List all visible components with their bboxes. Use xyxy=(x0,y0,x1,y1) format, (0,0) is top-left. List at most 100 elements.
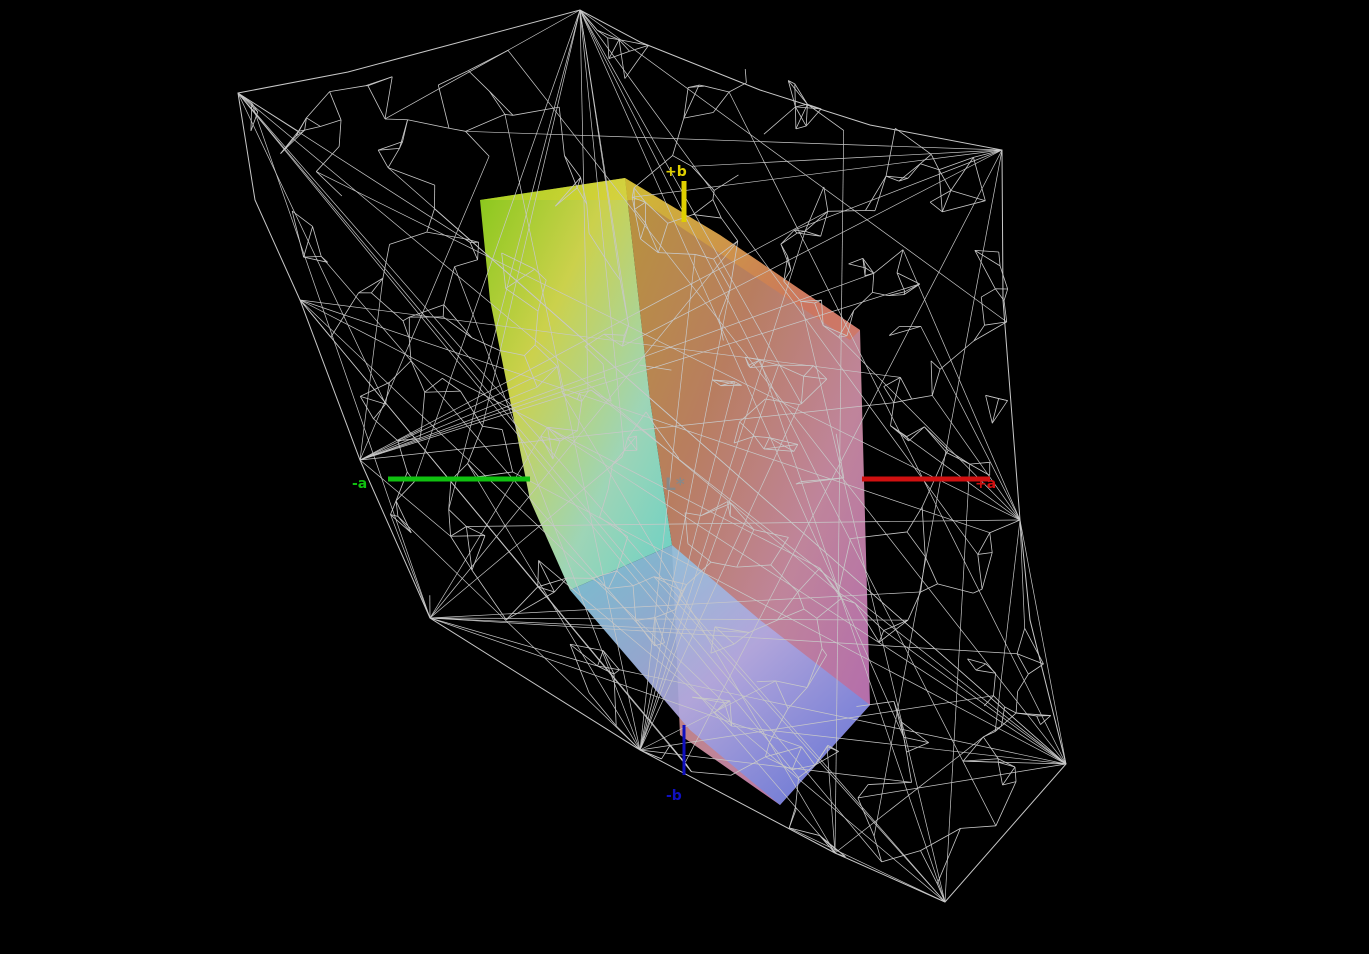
mesh-edge xyxy=(729,503,732,517)
mesh-edge xyxy=(765,398,800,405)
mesh-edge xyxy=(984,321,1007,326)
mesh-edge xyxy=(512,471,1067,765)
mesh-edge xyxy=(734,381,742,386)
mesh-edge xyxy=(359,376,605,461)
mesh-edge xyxy=(564,155,581,178)
mesh-edge xyxy=(895,128,932,155)
mesh-edge xyxy=(834,130,845,854)
mesh-edge xyxy=(974,250,996,290)
mesh-edge xyxy=(306,117,321,127)
mesh-edge xyxy=(973,149,1003,158)
mesh-edge xyxy=(854,603,880,643)
mesh-edge xyxy=(465,526,473,571)
mesh-edge xyxy=(603,333,625,336)
mesh-edge xyxy=(962,736,984,762)
mesh-edge xyxy=(944,464,971,903)
mesh-edge xyxy=(408,338,412,361)
mesh-edge xyxy=(759,359,946,903)
mesh-edge xyxy=(713,174,739,191)
mesh-edge xyxy=(765,746,802,758)
mesh-edge xyxy=(724,700,731,704)
mesh-edge xyxy=(753,529,789,538)
label-minus-b: -b xyxy=(666,788,682,804)
mesh-edge xyxy=(1003,300,1008,322)
mesh-edge xyxy=(615,725,641,751)
mesh-edge xyxy=(588,233,613,270)
mesh-edge xyxy=(684,512,689,544)
mesh-edge xyxy=(692,696,725,704)
mesh-edge xyxy=(623,435,637,451)
mesh-edge xyxy=(359,272,874,461)
mesh-edge xyxy=(558,107,565,156)
mesh-edge xyxy=(780,232,798,245)
mesh-edge xyxy=(1019,519,1026,629)
mesh-edge xyxy=(645,201,669,224)
mesh-edge xyxy=(994,519,1021,732)
mesh-edge xyxy=(1028,663,1044,675)
mesh-edge xyxy=(874,176,887,211)
mesh-edge xyxy=(555,187,578,207)
mesh-edge xyxy=(547,426,578,432)
mesh-edge xyxy=(936,828,961,884)
solid-top-face xyxy=(480,178,860,340)
mesh-edge xyxy=(552,440,561,460)
mesh-edge xyxy=(303,255,322,258)
mesh-edge xyxy=(898,163,921,182)
mesh-edge xyxy=(938,169,952,191)
mesh-edge xyxy=(377,149,389,168)
mesh-edge xyxy=(862,258,875,274)
mesh-edge xyxy=(857,763,1067,799)
mesh-edge xyxy=(618,39,649,46)
mesh-edge xyxy=(726,501,731,517)
mesh-edge xyxy=(471,569,507,620)
mesh-edge xyxy=(471,535,486,571)
mesh-edge xyxy=(448,9,581,510)
mesh-edge xyxy=(320,119,342,127)
mesh-edge xyxy=(950,157,974,191)
mesh-edge xyxy=(963,758,999,762)
mesh-edge xyxy=(983,736,999,759)
mesh-edge xyxy=(710,643,735,654)
mesh-edge xyxy=(763,448,794,452)
mesh-edge xyxy=(586,203,590,234)
mesh-edge xyxy=(442,316,473,339)
mesh-edge xyxy=(304,126,321,131)
mesh-edge xyxy=(579,9,802,404)
mesh-edge xyxy=(280,131,299,154)
mesh-edge xyxy=(410,360,426,393)
mesh-edge xyxy=(639,404,800,751)
mesh-edge xyxy=(538,560,555,593)
mesh-edge xyxy=(993,695,1005,708)
mesh-edge xyxy=(534,311,539,346)
mesh-edge xyxy=(924,556,938,585)
mesh-edge xyxy=(569,644,590,694)
mesh-edge xyxy=(736,564,771,568)
mesh-edge xyxy=(798,764,816,778)
mesh-edge xyxy=(359,402,894,461)
mesh-edge xyxy=(848,263,866,269)
mesh-edge xyxy=(883,630,1067,765)
mesh-edge xyxy=(429,436,542,619)
mesh-edge xyxy=(385,118,408,121)
mesh-edge xyxy=(769,437,798,445)
mesh-edge xyxy=(903,737,907,753)
mesh-edge xyxy=(865,175,887,211)
mesh-edge xyxy=(639,288,731,751)
mesh-edge xyxy=(989,532,993,553)
mesh-edge xyxy=(384,76,393,120)
mesh-edge xyxy=(893,701,905,738)
mesh-edge xyxy=(576,177,581,188)
mesh-edge xyxy=(591,570,617,579)
mesh-edge xyxy=(985,395,999,400)
mesh-edge xyxy=(390,514,412,534)
mesh-edge xyxy=(237,92,299,132)
mesh-edge xyxy=(873,149,1003,837)
mesh-edge xyxy=(683,87,689,119)
mesh-edge xyxy=(780,244,792,270)
mesh-edge xyxy=(468,70,490,92)
mesh-edge xyxy=(443,266,455,305)
mesh-edge xyxy=(537,586,555,593)
mesh-edge xyxy=(608,585,634,589)
mesh-edge xyxy=(442,304,445,317)
